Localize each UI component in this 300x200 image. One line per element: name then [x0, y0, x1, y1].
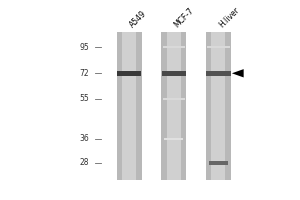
Bar	[164, 138, 183, 140]
Text: 28: 28	[80, 158, 89, 167]
Text: H.liver: H.liver	[217, 5, 241, 29]
Bar	[206, 71, 230, 76]
Bar	[207, 46, 230, 48]
Bar	[167, 32, 181, 180]
Text: 72: 72	[80, 69, 89, 78]
Bar	[206, 32, 231, 180]
Bar	[212, 32, 225, 180]
Bar	[163, 46, 185, 48]
Bar	[162, 71, 186, 76]
Bar	[163, 98, 185, 100]
Polygon shape	[232, 69, 244, 77]
Text: 55: 55	[79, 94, 89, 103]
Text: A549: A549	[128, 9, 148, 29]
Bar	[161, 32, 186, 180]
Text: 36: 36	[79, 134, 89, 143]
Text: 95: 95	[79, 43, 89, 52]
Bar	[122, 32, 136, 180]
Bar	[117, 71, 141, 76]
Bar	[117, 32, 142, 180]
Text: MCF-7: MCF-7	[172, 6, 196, 29]
Bar	[209, 161, 228, 165]
